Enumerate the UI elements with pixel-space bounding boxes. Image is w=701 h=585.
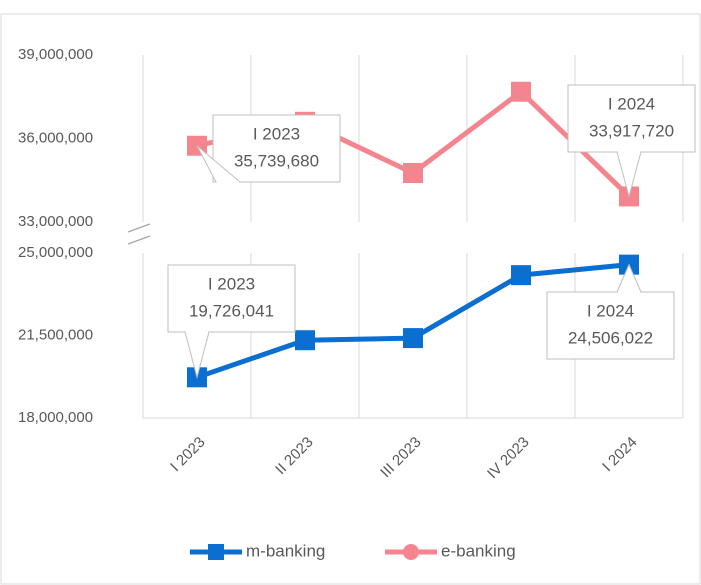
marker (295, 330, 315, 351)
callout-pointer (196, 145, 241, 183)
y-tick-label: 18,000,000 (18, 409, 93, 426)
annotation: I 2024 33,917,720 (567, 84, 696, 199)
data-label: 24,506,022 (568, 328, 653, 347)
y-tick-label: 33,000,000 (18, 213, 93, 230)
y-tick-label: 39,000,000 (18, 46, 93, 63)
annotation-category: I 2024 (587, 301, 634, 320)
callout (167, 264, 296, 333)
legend-marker (208, 544, 224, 560)
data-label: 19,726,041 (189, 301, 274, 320)
marker (511, 81, 531, 102)
marker (403, 163, 423, 184)
data-label: 35,739,680 (234, 151, 319, 170)
annotation-category: I 2024 (608, 94, 655, 113)
legend-label: e-banking (441, 541, 516, 560)
annotation-category: I 2023 (208, 274, 255, 293)
callout (567, 84, 696, 153)
annotation: I 2023 35,739,680 (196, 114, 341, 183)
y-tick-label: 36,000,000 (18, 129, 93, 146)
data-label: 33,917,720 (589, 121, 674, 140)
y-tick-label: 21,500,000 (18, 326, 93, 343)
annotation-category: I 2023 (253, 124, 300, 143)
legend-label: m-banking (246, 541, 325, 560)
annotation: I 2024 24,506,022 (546, 263, 675, 360)
annotation: I 2023 19,726,041 (167, 264, 296, 380)
callout-pointer (616, 151, 642, 199)
legend-marker (403, 544, 419, 560)
marker (403, 328, 423, 349)
y-tick-label: 25,000,000 (18, 244, 93, 261)
callout-pointer (184, 331, 210, 380)
marker (511, 265, 531, 286)
callout-pointer (616, 263, 642, 293)
axis-break (127, 223, 151, 245)
